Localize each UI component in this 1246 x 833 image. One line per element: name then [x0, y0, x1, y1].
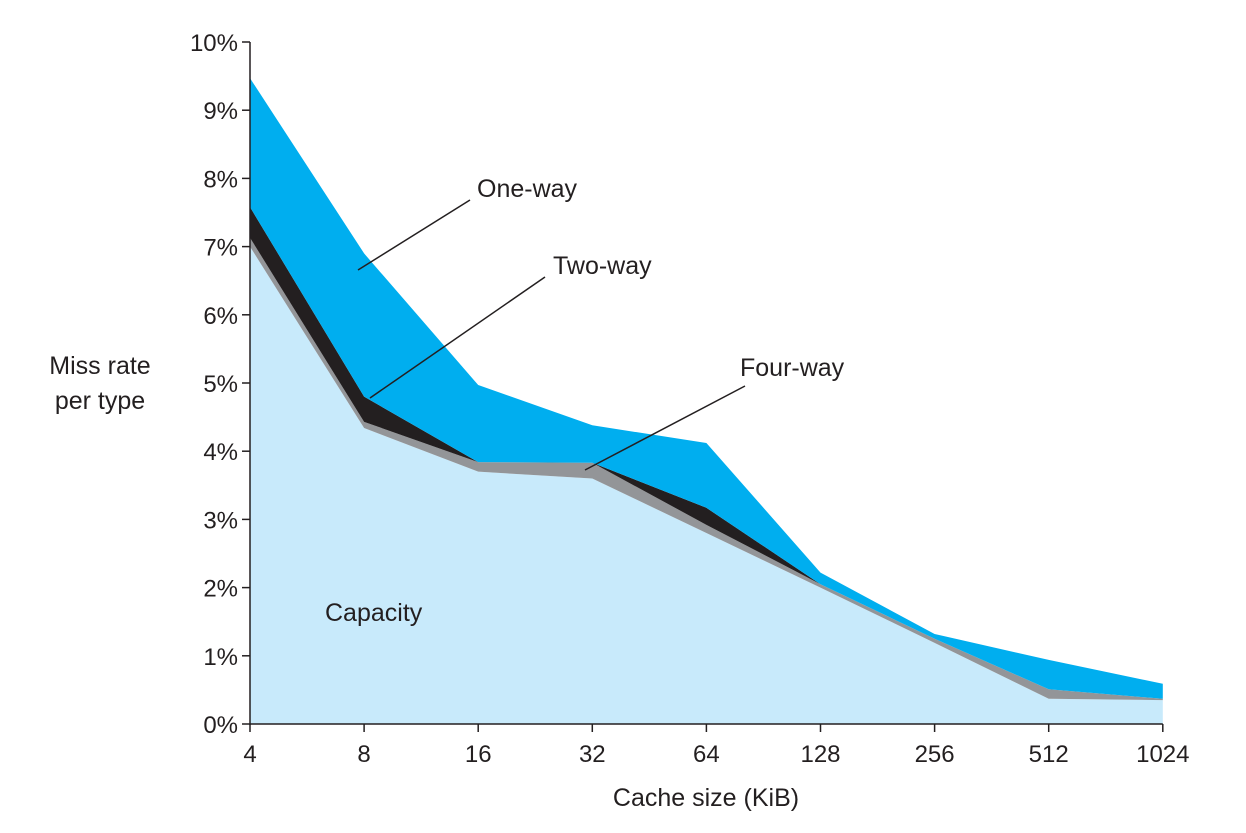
x-tick-label: 16: [465, 741, 492, 768]
series-label-capacity: Capacity: [325, 599, 423, 627]
x-axis-title: Cache size (KiB): [613, 784, 799, 812]
y-tick-label: 2%: [203, 576, 238, 603]
y-tick-label: 5%: [203, 371, 238, 398]
x-tick-label: 64: [693, 741, 720, 768]
area-one-way: [250, 78, 1163, 699]
stacked-areas: [250, 78, 1163, 724]
annotations: Capacity Four-way Two-way One-way: [325, 175, 845, 627]
y-tick-label: 1%: [203, 644, 238, 671]
leader-line-four-way: [584, 385, 746, 471]
x-tick-label: 4: [243, 741, 256, 768]
series-label-two-way: Two-way: [553, 252, 652, 280]
x-tick-label: 32: [579, 741, 606, 768]
y-axis-title-line2: per type: [55, 387, 145, 415]
y-axis-title-line1: Miss rate: [49, 352, 150, 380]
leader-line-two-way: [369, 276, 546, 399]
area-capacity: [250, 246, 1163, 724]
x-tick-label: 1024: [1136, 741, 1189, 768]
series-label-four-way: Four-way: [740, 354, 845, 382]
y-tick-label: 3%: [203, 507, 238, 534]
x-tick-label: 512: [1029, 741, 1069, 768]
axes: 0% 1% 2% 3% 4% 5% 6% 7% 8% 9% 10% 4 8 16 32 64 128 256 512…: [190, 30, 1190, 768]
y-tick-label: 9%: [203, 98, 238, 125]
y-tick-label: 8%: [203, 166, 238, 193]
y-tick-label: 6%: [203, 303, 238, 330]
y-tick-label: 7%: [203, 235, 238, 262]
y-tick-label: 0%: [203, 712, 238, 739]
y-tick-label: 10%: [190, 30, 238, 57]
x-tick-label: 256: [915, 741, 955, 768]
y-tick-label: 4%: [203, 439, 238, 466]
x-tick-label: 8: [357, 741, 370, 768]
series-label-one-way: One-way: [477, 175, 578, 203]
leader-line-one-way: [357, 199, 471, 271]
x-tick-label: 128: [800, 741, 840, 768]
